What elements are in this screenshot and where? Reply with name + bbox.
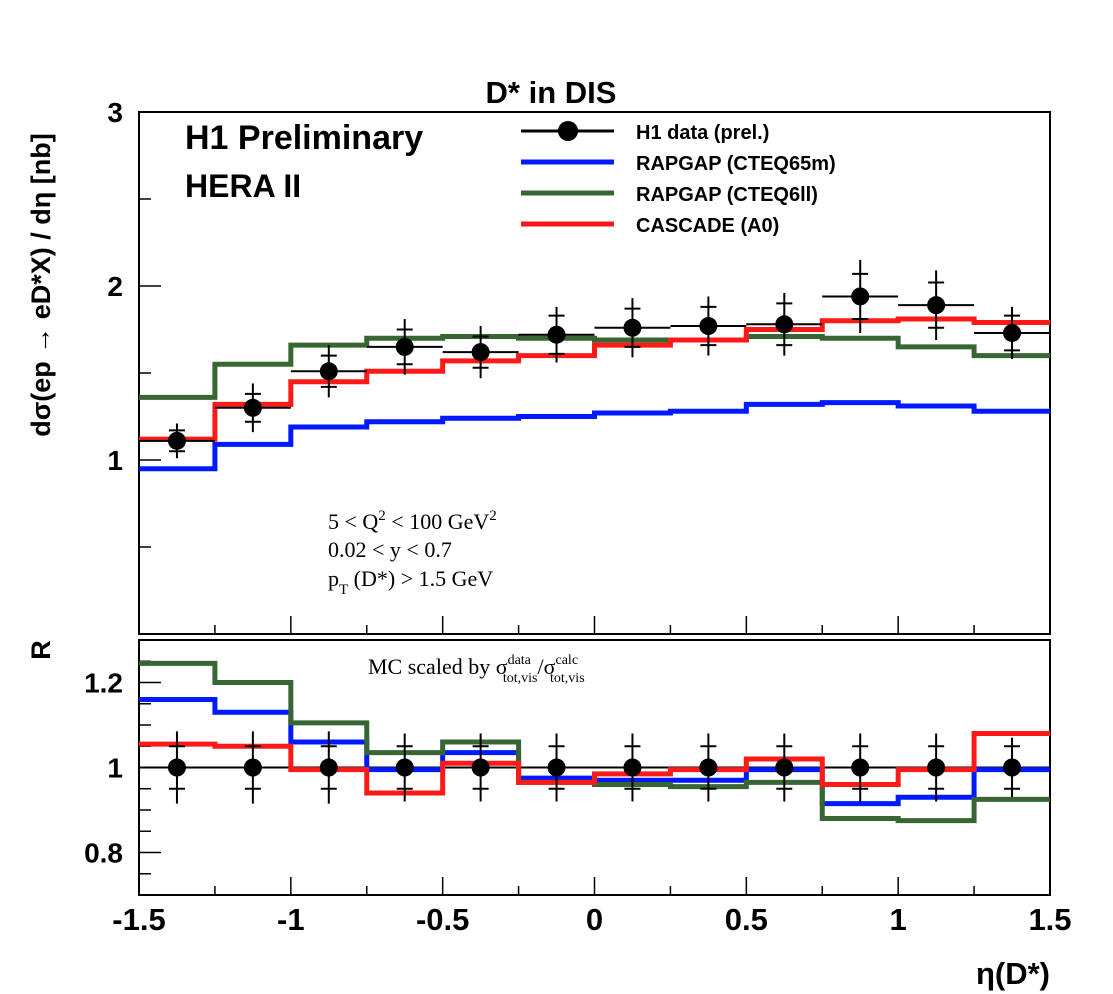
main-data-point [167,431,186,450]
ratio-y-tick-label: 1 [107,753,123,784]
legend: H1 data (prel.) RAPGAP (CTEQ65m) RAPGAP … [521,121,836,237]
x-tick-label: -1.5 [112,902,165,937]
ratio-data-point [471,758,490,777]
experiment-label: H1 Preliminary [185,119,423,157]
main-y-tick-label: 3 [107,97,123,128]
ratio-data-point [1003,758,1022,777]
plot-marks: -1.5 -1 -0.5 0 0.5 1 1.5 1 2 3 0.8 1 1.2 [84,97,1071,937]
ratio-data-point [319,758,338,777]
ratio-data-point [775,758,794,777]
main-histogram-cascade-a0 [139,316,1050,442]
main-data-point [851,287,870,306]
x-axis-label: η(D*) [976,956,1050,991]
main-data-point [775,315,794,334]
main-histogram-rapgap-cteq6ll [139,333,1050,400]
legend-label-rapgap-cteq65m: RAPGAP (CTEQ65m) [636,153,836,175]
ratio-data-point [243,758,262,777]
ratio-data-point [699,758,718,777]
ratio-data-point [395,758,414,777]
chart-title: D* in DIS [486,75,617,110]
legend-marker-dot-data [558,121,578,141]
ratio-y-tick-label: 1.2 [84,668,123,699]
x-tick-label: 1 [890,902,907,937]
ratio-y-axis-label: R [26,640,56,660]
x-tick-label: -1 [277,902,305,937]
ratio-histogram-rapgap-cteq65m [139,697,1050,807]
x-tick-label: 1.5 [1028,902,1071,937]
main-data-point [547,325,566,344]
cut-pt-label: pT (D*) > 1.5 GeV [328,566,493,598]
legend-label-data: H1 data (prel.) [636,122,769,144]
ratio-data-point [927,758,946,777]
ratio-data-point [851,758,870,777]
main-y-axis-label: dσ(ep → eD*X) / dη [nb] [26,133,56,436]
x-tick-label: 0.5 [725,902,768,937]
legend-label-cascade-a0: CASCADE (A0) [636,215,779,237]
legend-label-rapgap-cteq6ll: RAPGAP (CTEQ6ll) [636,184,818,206]
main-data-point [927,296,946,315]
ratio-histogram-cascade-a0 [139,731,1050,796]
x-tick-label: -0.5 [416,902,469,937]
main-data-point [395,337,414,356]
ratio-data-point [623,758,642,777]
main-data-point [1003,323,1022,342]
main-histogram-rapgap-cteq65m [139,400,1050,472]
x-tick-label: 0 [586,902,603,937]
mc-scaling-note: MC scaled by σdata tot,vis/σcalc tot,vis [368,653,585,686]
main-data-point [699,317,718,336]
cut-q2-label: 5 < Q2 < 100 GeV2 [328,508,497,534]
cut-y-label: 0.02 < y < 0.7 [328,537,452,562]
main-y-tick-label: 2 [107,271,123,302]
period-label: HERA II [185,168,301,204]
main-y-tick-label: 1 [107,445,123,476]
ratio-data-point [167,758,186,777]
ratio-data-point [547,758,566,777]
main-data-point [623,318,642,337]
main-data-point [471,343,490,362]
ratio-y-tick-label: 0.8 [84,838,123,869]
main-data-point [319,362,338,381]
main-data-point [243,398,262,417]
